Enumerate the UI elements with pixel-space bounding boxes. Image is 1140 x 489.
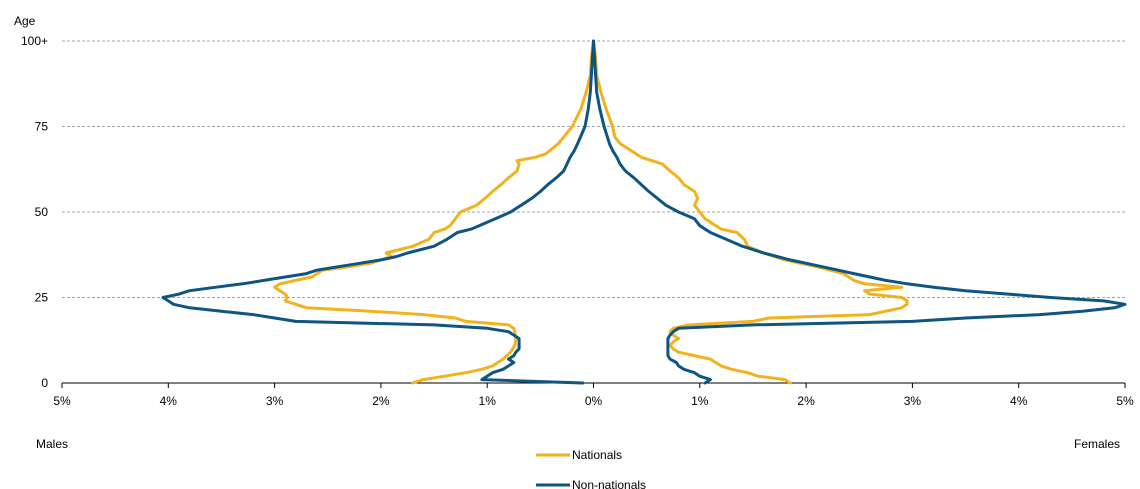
- series-line-non-nationals-females: [592, 39, 1127, 385]
- x-tick-label: 2%: [372, 394, 390, 408]
- right-side-label: Females: [1074, 437, 1120, 451]
- series-lines: [161, 39, 1127, 385]
- x-tick-label: 3%: [266, 394, 284, 408]
- left-side-label: Males: [36, 437, 68, 451]
- legend-label-non-nationals: Non-nationals: [572, 478, 646, 489]
- legend: Nationals Non-nationals: [536, 448, 646, 489]
- y-tick-label: 100+: [21, 34, 48, 48]
- series-line-non-nationals-males: [161, 39, 595, 385]
- x-tick-label: 2%: [797, 394, 815, 408]
- y-axis-title: Age: [14, 14, 36, 28]
- legend-label-nationals: Nationals: [572, 448, 622, 462]
- x-tick-labels: 5% 4% 3% 2% 1% 0% 1% 2% 3% 4% 5%: [53, 383, 1134, 408]
- y-tick-label: 50: [35, 205, 49, 219]
- y-tick-label: 75: [35, 120, 49, 134]
- x-tick-label: 4%: [160, 394, 178, 408]
- series-line-nationals-females: [592, 39, 909, 385]
- y-tick-label: 0: [41, 376, 48, 390]
- x-tick-label: 5%: [53, 394, 71, 408]
- x-tick-label: 4%: [1010, 394, 1028, 408]
- x-tick-label: 1%: [479, 394, 497, 408]
- x-tick-label: 1%: [691, 394, 709, 408]
- x-tick-label: 0%: [585, 394, 603, 408]
- x-tick-label: 5%: [1116, 394, 1134, 408]
- grid-lines: [62, 40, 1125, 384]
- y-tick-label: 25: [35, 291, 49, 305]
- y-tick-labels: 0 25 50 75 100+: [21, 34, 48, 390]
- x-tick-label: 3%: [904, 394, 922, 408]
